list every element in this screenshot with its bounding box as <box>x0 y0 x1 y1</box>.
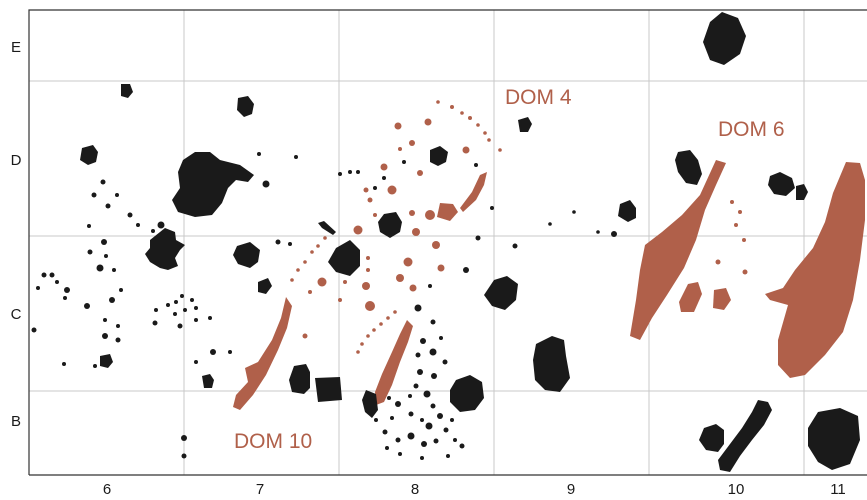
column-label-6: 6 <box>102 481 112 498</box>
column-label-8: 8 <box>410 481 420 498</box>
house-label-dom10: DOM 10 <box>234 430 313 453</box>
house-dom6-features <box>630 160 865 378</box>
dom10-wall <box>233 297 292 410</box>
column-label-11: 11 <box>830 481 846 498</box>
row-label-c: C <box>10 306 22 323</box>
plan-frame <box>28 9 867 476</box>
row-label-e: E <box>10 39 21 56</box>
house-label-dom4: DOM 4 <box>505 86 572 109</box>
column-label-10: 10 <box>727 481 745 498</box>
column-label-7: 7 <box>255 481 265 498</box>
row-label-d: D <box>10 152 22 169</box>
pits-and-features <box>31 12 860 472</box>
dom6-west-wall <box>630 160 726 340</box>
column-label-9: 9 <box>566 481 576 498</box>
dom6-east-wall <box>765 162 865 378</box>
house-label-dom6: DOM 6 <box>718 118 785 141</box>
house-dom10-features <box>233 297 413 410</box>
house-dom4-features <box>290 100 748 354</box>
row-label-b: B <box>10 413 21 430</box>
dom10-wall-2 <box>375 320 413 405</box>
